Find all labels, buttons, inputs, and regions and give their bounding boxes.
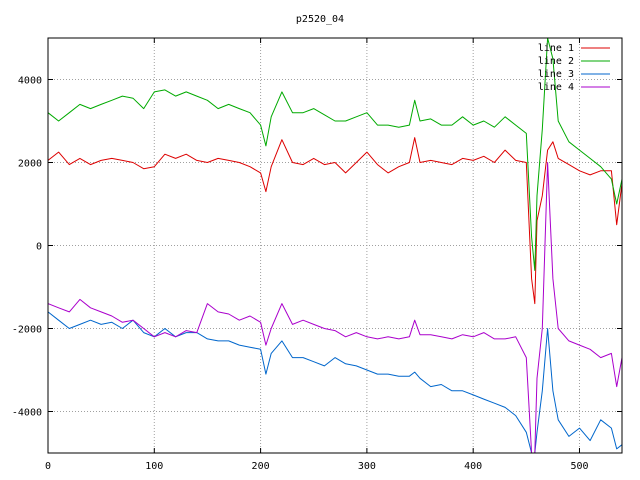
legend-label-2: line 2: [538, 56, 574, 67]
x-tick-label: 400: [464, 461, 482, 472]
y-tick-label: 4000: [18, 76, 42, 87]
x-tick-label: 300: [358, 461, 376, 472]
x-tick-label: 100: [145, 461, 163, 472]
legend-label-4: line 4: [538, 82, 574, 93]
x-tick-label: 0: [45, 461, 51, 472]
y-tick-label: 0: [36, 242, 42, 253]
legend: line 1 line 2 line 3 line 4: [538, 43, 610, 93]
x-tick-label: 500: [570, 461, 588, 472]
y-tick-label: 2000: [18, 159, 42, 170]
y-tick-label: -4000: [12, 408, 42, 419]
series-lines: [48, 38, 622, 453]
legend-label-3: line 3: [538, 69, 574, 80]
series-line-1: [48, 137, 622, 305]
legend-label-1: line 1: [538, 43, 574, 54]
series-line-3: [48, 311, 622, 453]
y-tick-label: -2000: [12, 325, 42, 336]
series-line-4: [48, 162, 622, 453]
chart-title: p2520_04: [296, 14, 344, 25]
axis-ticks: 0 100 200 300 400 500 -4000 -2000 0 2000 4000: [12, 38, 622, 472]
series-line-2: [48, 38, 622, 271]
x-tick-label: 200: [252, 461, 270, 472]
